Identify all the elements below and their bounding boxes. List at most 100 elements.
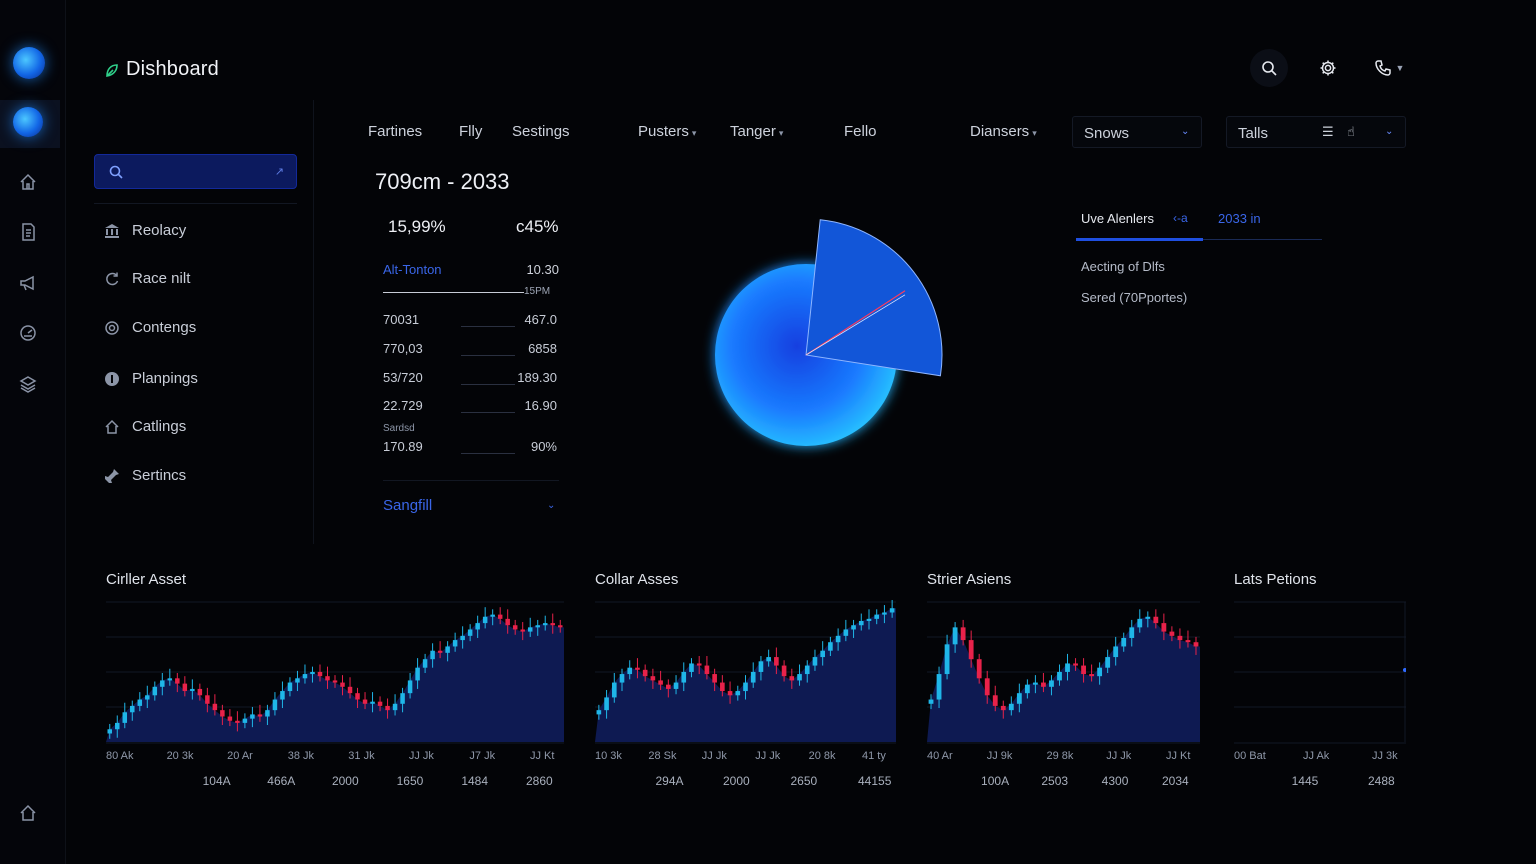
candle[interactable] (265, 710, 270, 717)
candle[interactable] (317, 671, 323, 677)
candle[interactable] (257, 714, 263, 717)
sidebar-search-input[interactable]: ↗ (94, 154, 297, 189)
candle[interactable] (347, 686, 353, 694)
list-item[interactable]: Sered (70Pportes) (1081, 290, 1188, 305)
candle[interactable] (377, 701, 383, 706)
candle[interactable] (1073, 663, 1078, 666)
candle[interactable] (122, 712, 128, 723)
candle[interactable] (720, 682, 725, 692)
candle[interactable] (527, 627, 533, 632)
candle[interactable] (197, 688, 203, 696)
candle[interactable] (422, 659, 428, 668)
candle[interactable] (490, 614, 495, 617)
candle[interactable] (1041, 682, 1046, 687)
candle[interactable] (340, 682, 345, 687)
candle[interactable] (797, 674, 802, 681)
candle[interactable] (175, 678, 180, 684)
candle[interactable] (212, 703, 218, 711)
candle[interactable] (781, 665, 787, 677)
candle[interactable] (452, 640, 458, 647)
candle[interactable] (727, 691, 733, 696)
candle[interactable] (137, 699, 143, 706)
candle[interactable] (750, 671, 756, 683)
candle[interactable] (497, 614, 503, 619)
candle[interactable] (280, 691, 285, 700)
candle[interactable] (1161, 623, 1167, 632)
tab-flly[interactable]: Flly (459, 123, 483, 140)
menu-icon[interactable]: ☰ (1322, 124, 1334, 139)
candle[interactable] (804, 665, 810, 675)
candle[interactable] (400, 693, 405, 704)
candle[interactable] (437, 650, 443, 653)
candle[interactable] (1016, 693, 1022, 704)
candle[interactable] (1000, 705, 1006, 711)
candle[interactable] (735, 691, 741, 696)
sidebar-item-contengs[interactable]: Contengs (104, 319, 196, 336)
shows-select[interactable]: Snows ⌄ (1072, 116, 1202, 148)
candle[interactable] (596, 710, 602, 715)
candle[interactable] (812, 657, 818, 666)
candle[interactable] (858, 620, 864, 626)
candle[interactable] (666, 684, 671, 689)
tab-tanger[interactable]: Tanger ▾ (730, 123, 783, 140)
candle[interactable] (1121, 637, 1127, 647)
candle[interactable] (928, 699, 934, 704)
candle[interactable] (642, 669, 648, 677)
settings-button[interactable] (1309, 49, 1347, 87)
candle[interactable] (355, 693, 360, 700)
pie-slice-exploded[interactable] (805, 219, 943, 377)
candle[interactable] (1089, 674, 1095, 677)
candle[interactable] (535, 625, 540, 628)
candle[interactable] (968, 640, 974, 660)
candle[interactable] (774, 657, 779, 666)
candle[interactable] (882, 612, 887, 615)
candle[interactable] (520, 629, 525, 632)
candle[interactable] (936, 674, 942, 700)
tab-back[interactable]: ‹-a (1173, 211, 1188, 225)
candle[interactable] (182, 683, 188, 692)
candle[interactable] (843, 629, 849, 636)
candle[interactable] (1193, 642, 1199, 647)
candle[interactable] (287, 682, 293, 692)
search-button[interactable] (1250, 49, 1288, 87)
candle[interactable] (310, 671, 315, 675)
tab-fartines[interactable]: Fartines (368, 123, 423, 140)
candle[interactable] (992, 695, 998, 706)
candle[interactable] (242, 718, 248, 723)
candle[interactable] (1145, 616, 1151, 619)
candle[interactable] (512, 625, 518, 630)
candle[interactable] (619, 674, 625, 683)
candle[interactable] (272, 699, 278, 711)
candle[interactable] (1129, 627, 1135, 638)
candle[interactable] (415, 667, 420, 681)
candle[interactable] (467, 629, 473, 636)
chevron-down-icon[interactable]: ⌄ (1385, 126, 1394, 137)
candle[interactable] (370, 701, 375, 704)
tab-fello[interactable]: Fello (844, 123, 877, 140)
candle[interactable] (302, 674, 308, 679)
candle[interactable] (874, 614, 880, 619)
candle[interactable] (1057, 671, 1062, 681)
candle[interactable] (115, 722, 120, 730)
candle[interactable] (1032, 682, 1038, 685)
candle[interactable] (235, 720, 240, 723)
candle[interactable] (325, 676, 330, 681)
candle[interactable] (1153, 616, 1159, 624)
candle[interactable] (851, 625, 856, 630)
list-item[interactable]: Aecting of Dlfs (1081, 259, 1165, 274)
candle[interactable] (250, 714, 255, 719)
candle[interactable] (1008, 703, 1014, 711)
candle[interactable] (960, 627, 966, 641)
candle[interactable] (712, 674, 717, 683)
candle[interactable] (1097, 667, 1103, 677)
candle[interactable] (984, 678, 990, 696)
candle[interactable] (704, 665, 710, 675)
tab-sestings[interactable]: Sestings (512, 123, 570, 140)
candle[interactable] (820, 650, 825, 658)
candle[interactable] (976, 659, 982, 679)
tab-live-alerts[interactable]: Uve Alenlers (1081, 211, 1154, 226)
candle[interactable] (1113, 646, 1119, 658)
candle[interactable] (1177, 635, 1183, 641)
data-point[interactable] (1403, 668, 1406, 672)
stats-footer-link[interactable]: Sangfill (383, 497, 433, 514)
